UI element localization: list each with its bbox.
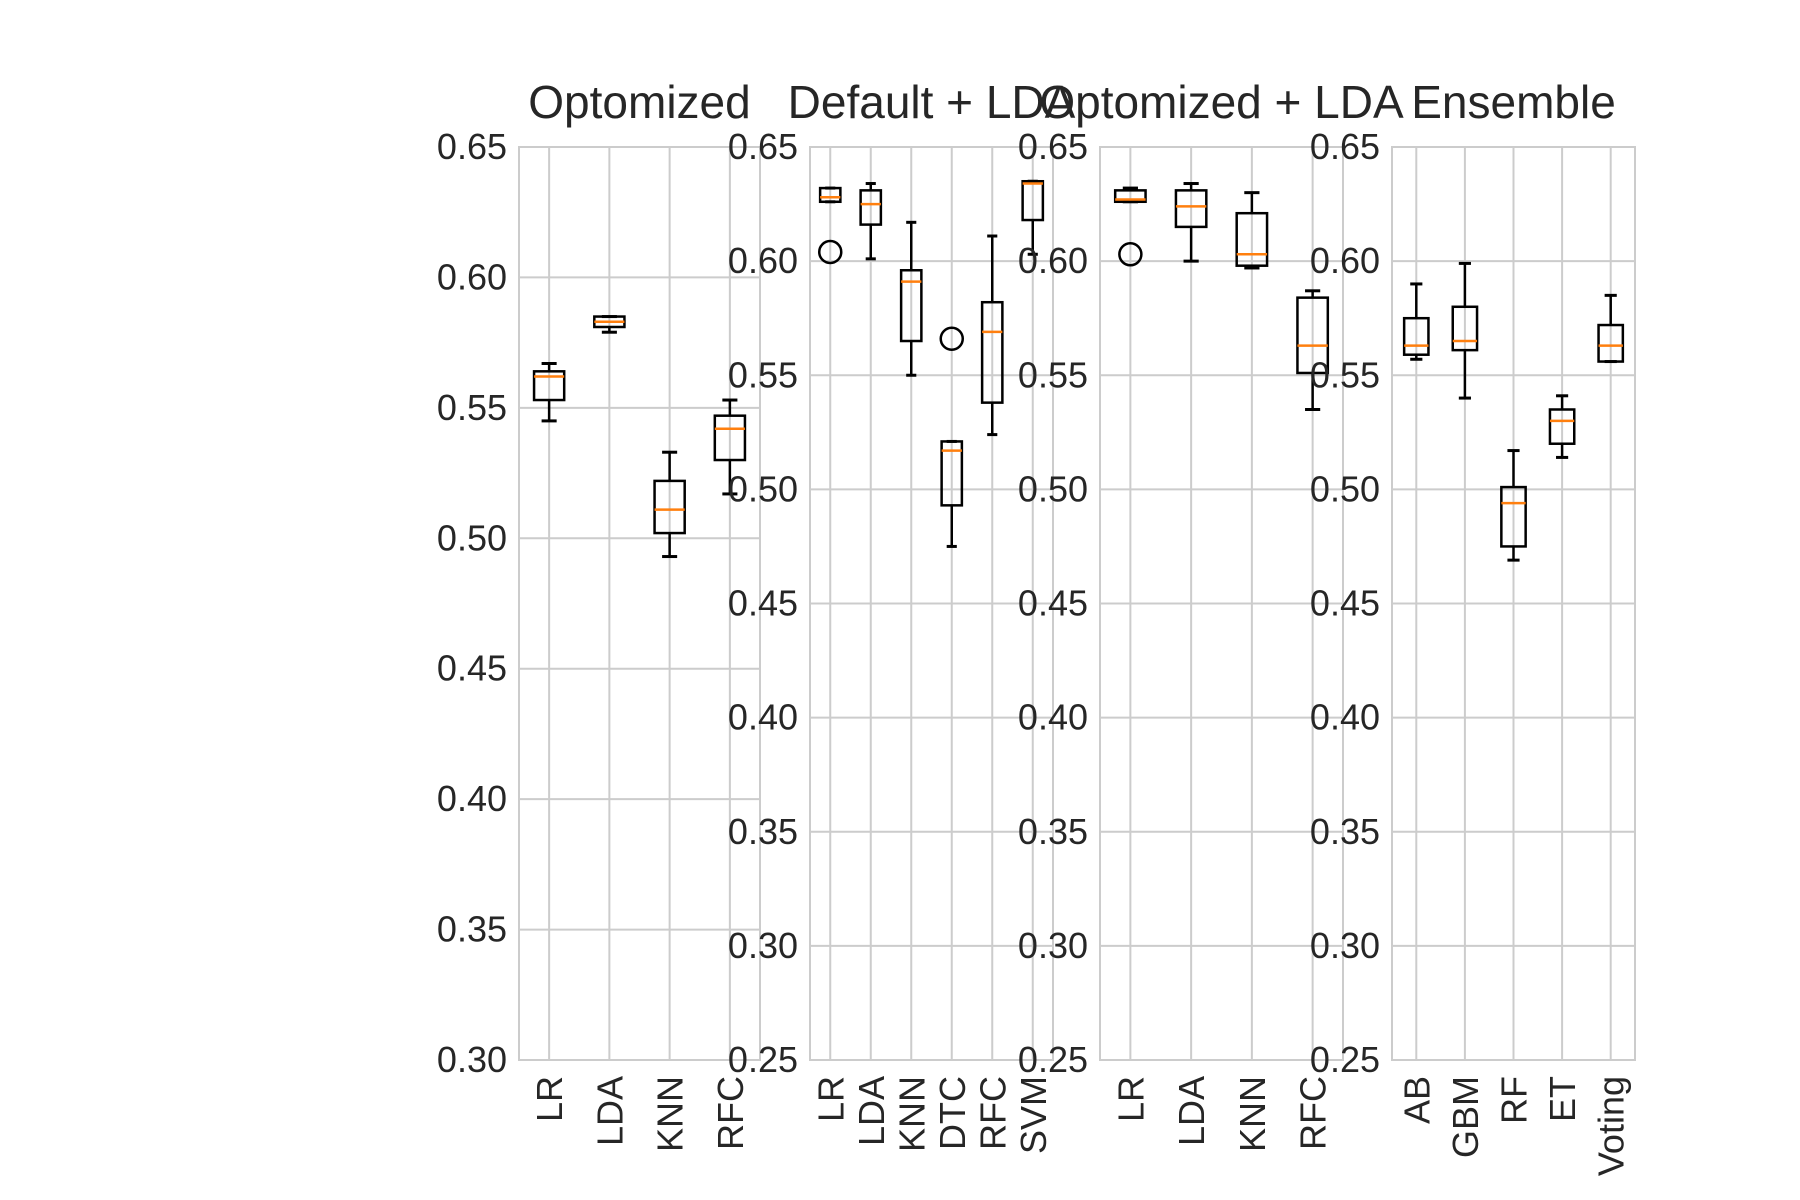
x-tick-label: LDA [1171,1076,1212,1146]
box [1296,296,1330,375]
y-tick-label: 0.50 [437,517,507,558]
y-tick-label: 0.60 [728,240,798,281]
y-tick-label: 0.40 [437,778,507,819]
flier-point [939,326,964,351]
box [713,414,747,462]
axes-frame [809,146,1054,1061]
x-tick-label: KNN [1232,1076,1273,1152]
x-tick-label: LDA [589,1076,630,1146]
panel-title: Ensemble [1411,76,1616,128]
x-tick-label: RF [1494,1076,1535,1124]
y-tick-label: 0.65 [728,126,798,167]
panel-title: Optomized + LDA [1039,76,1404,128]
y-tick-label: 0.50 [1310,468,1380,509]
x-tick-label: DTC [932,1076,973,1150]
x-tick-label: LR [1110,1076,1151,1122]
box [532,370,566,402]
box [1235,211,1269,267]
box [1113,189,1147,204]
box [980,300,1004,404]
y-tick-label: 0.45 [1018,583,1088,624]
x-tick-label: SVM [1013,1076,1054,1154]
box [859,189,883,226]
y-tick-label: 0.40 [1310,697,1380,738]
axes-frame [1391,146,1636,1061]
x-tick-label: RFC [710,1076,751,1150]
x-tick-label: RFC [972,1076,1013,1150]
y-tick-label: 0.60 [1310,240,1380,281]
x-tick-label: AB [1396,1076,1437,1124]
box [899,269,923,343]
y-tick-label: 0.25 [1310,1039,1380,1080]
axes-frame [1099,146,1344,1061]
flier-point [818,239,843,265]
x-tick-label: LDA [851,1076,892,1146]
y-tick-label: 0.60 [1018,240,1088,281]
box [1021,179,1045,222]
x-tick-label: GBM [1445,1076,1486,1158]
y-tick-label: 0.50 [728,468,798,509]
box [1174,189,1208,229]
y-tick-label: 0.35 [1018,811,1088,852]
x-tick-label: KNN [891,1076,932,1152]
box [818,186,842,204]
x-tick-label: RFC [1293,1076,1334,1150]
y-tick-label: 0.65 [437,126,507,167]
y-tick-label: 0.45 [437,648,507,689]
axes-frame [518,146,761,1061]
flier-point [1118,242,1143,267]
y-tick-label: 0.55 [1310,354,1380,395]
y-tick-label: 0.40 [728,697,798,738]
y-tick-label: 0.30 [1310,925,1380,966]
box [1500,485,1527,548]
x-tick-label: ET [1542,1076,1583,1122]
panel-title: Optomized [528,76,750,128]
box [1402,316,1430,356]
y-tick-label: 0.45 [728,583,798,624]
y-tick-label: 0.35 [437,909,507,950]
y-tick-label: 0.55 [437,387,507,428]
y-tick-label: 0.25 [1018,1039,1088,1080]
x-tick-label: LR [810,1076,851,1122]
y-tick-label: 0.60 [437,256,507,297]
x-tick-label: Voting [1591,1076,1632,1176]
box [1451,305,1479,352]
y-tick-label: 0.65 [1018,126,1088,167]
y-tick-label: 0.30 [437,1039,507,1080]
x-tick-label: LR [529,1076,570,1122]
panel-title: Default + LDA [788,76,1076,128]
y-tick-label: 0.35 [1310,811,1380,852]
y-tick-label: 0.65 [1310,126,1380,167]
y-tick-label: 0.55 [728,354,798,395]
x-tick-label: KNN [650,1076,691,1152]
y-tick-label: 0.50 [1018,468,1088,509]
y-tick-label: 0.30 [1018,925,1088,966]
box [940,440,964,507]
y-tick-label: 0.25 [728,1039,798,1080]
box [653,479,686,535]
box [1597,323,1625,363]
y-tick-label: 0.30 [728,925,798,966]
y-tick-label: 0.45 [1310,583,1380,624]
y-tick-label: 0.40 [1018,697,1088,738]
box [1548,408,1576,445]
y-tick-label: 0.55 [1018,354,1088,395]
y-tick-label: 0.35 [728,811,798,852]
